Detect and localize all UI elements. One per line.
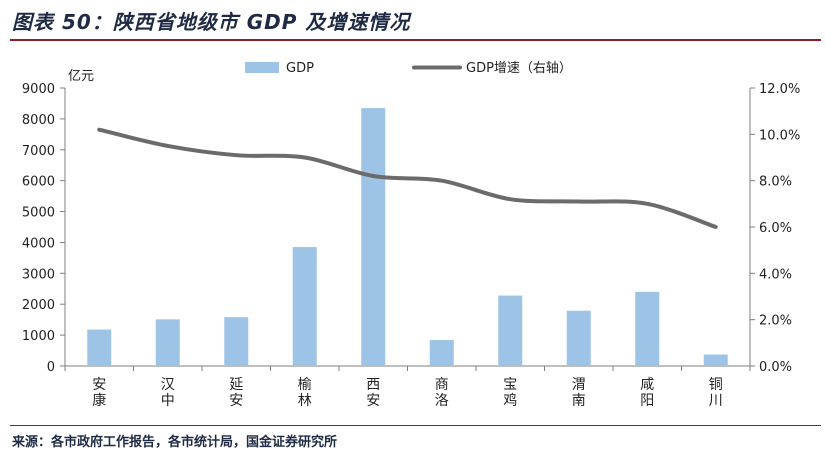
plot-area: 0 1000 2000 3000 4000 5000 6000 7000 8000 9000 0.0… [22,82,800,409]
legend: GDP GDP增速（右轴） [245,61,572,76]
right-axis-tick-label: 12.0% [759,82,800,97]
title-divider [10,39,821,41]
x-axis-category-label: 咸 [640,377,654,393]
x-axis-category-label: 中 [161,393,175,409]
bar-gdp [498,295,523,366]
bar-gdp [87,329,112,366]
left-axis-tick-label: 4000 [22,236,55,251]
right-axis-tick-label: 6.0% [759,221,792,236]
bar-gdp [292,247,317,366]
x-axis-category-label: 川 [709,393,723,409]
bar-gdp [224,317,249,366]
x-axis-category-label: 洛 [435,393,449,409]
legend-growth-label: GDP增速（右轴） [466,61,572,76]
x-axis-category-label: 西 [366,377,380,393]
figure-title: 图表 50：陕西省地级市 GDP 及增速情况 [12,10,411,34]
left-axis-tick-label: 6000 [22,175,55,190]
x-axis-category-label: 榆 [298,377,312,393]
x-axis-category-label: 汉 [161,377,175,393]
left-axis-tick-label: 7000 [22,144,55,159]
x-axis-category-label: 康 [92,392,106,409]
bar-gdp [703,354,728,366]
x-axis-category-label: 阳 [640,393,654,409]
x-axis-category-label: 延 [229,377,243,393]
left-axis-tick-label: 3000 [22,267,55,282]
x-axis-category-label: 安 [92,377,106,393]
bar-gdp [635,291,660,366]
right-axis-tick-label: 10.0% [759,128,800,143]
x-axis-category-label: 宝 [503,377,517,393]
right-axis-tick-label: 0.0% [759,360,792,375]
x-axis-category-label: 渭 [572,377,586,393]
right-axis-tick-label: 2.0% [759,314,792,329]
x-axis-category-label: 林 [298,393,312,409]
x-axis-category-label: 铜 [709,377,723,393]
left-axis-tick-label: 2000 [22,298,55,313]
bar-gdp [429,340,454,366]
source-note: 来源：各市政府工作报告，各市统计局，国金证券研究所 [12,435,338,450]
bar-gdp [361,108,386,367]
left-axis-tick-label: 8000 [22,113,55,128]
bar-gdp [566,310,591,366]
x-axis-category-label: 商 [435,377,449,393]
left-axis-tick-label: 0 [47,360,55,375]
left-axis-tick-label: 1000 [22,329,55,344]
line-gdp-growth [97,127,718,229]
x-axis-category-label: 安 [229,393,243,409]
legend-gdp-swatch [245,62,279,73]
x-axis-category-label: 鸡 [503,392,517,409]
left-axis-unit-label: 亿元 [68,69,94,84]
right-axis-tick-label: 4.0% [759,267,792,282]
right-axis-tick-label: 8.0% [759,175,792,190]
bar-gdp [155,319,180,366]
x-axis-category-label: 安 [366,393,380,409]
source-divider [10,425,821,426]
legend-gdp-label: GDP [286,61,314,76]
left-axis-tick-label: 9000 [22,82,55,97]
x-axis-category-label: 南 [572,393,586,409]
left-axis-tick-label: 5000 [22,206,55,221]
